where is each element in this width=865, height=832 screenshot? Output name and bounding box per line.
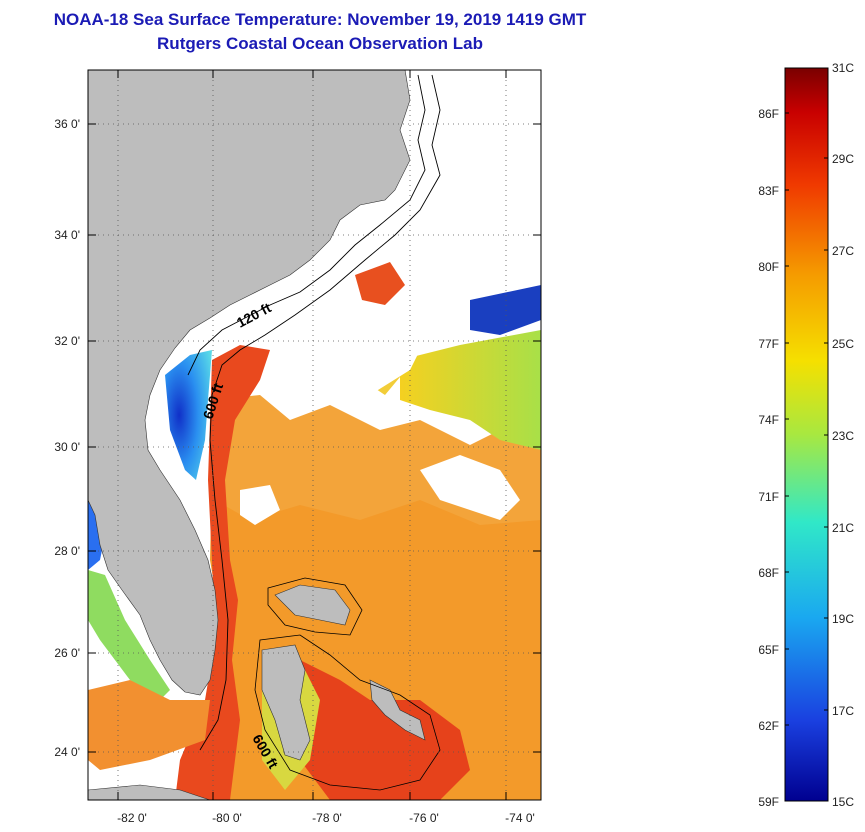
colorbar-fahrenheit-label: 59F [758, 795, 779, 809]
colorbar-celsius-label: 19C [832, 612, 854, 626]
colorbar-fahrenheit-label: 65F [758, 643, 779, 657]
colorbar-celsius-label: 23C [832, 429, 854, 443]
lon-label: -78 0' [312, 811, 342, 825]
colorbar-fahrenheit-label: 71F [758, 490, 779, 504]
colorbar-fahrenheit-label: 68F [758, 566, 779, 580]
lat-label: 30 0' [54, 440, 80, 454]
cloud-patch-1 [270, 290, 430, 400]
lat-label: 32 0' [54, 334, 80, 348]
colorbar-fahrenheit-label: 80F [758, 260, 779, 274]
cloud-patch-2 [420, 455, 520, 520]
colorbar-ticks [785, 112, 828, 726]
cloud-patch-3 [240, 485, 280, 525]
lon-label: -80 0' [212, 811, 242, 825]
colorbar-celsius-label: 27C [832, 244, 854, 258]
lat-label: 24 0' [54, 745, 80, 759]
graticule [88, 70, 541, 800]
land-andros [261, 644, 311, 761]
contour-600ft [199, 74, 441, 751]
hot-water-north-patch [355, 262, 405, 305]
colorbar-celsius-label: 25C [832, 337, 854, 351]
land-eleuthera [369, 679, 426, 741]
colorbar-fahrenheit-label: 74F [758, 413, 779, 427]
land-abaco [274, 584, 351, 626]
land-us-coast [88, 70, 411, 696]
lat-label: 34 0' [54, 228, 80, 242]
lon-label: -76 0' [409, 811, 439, 825]
colorbar-celsius-label: 17C [832, 704, 854, 718]
colorbar-fahrenheit-label: 83F [758, 184, 779, 198]
lon-label: -82 0' [117, 811, 147, 825]
lat-label: 28 0' [54, 544, 80, 558]
cool-water-carolina-coast [165, 350, 212, 480]
colorbar-celsius-label: 15C [832, 795, 854, 809]
colorbar-celsius-label: 29C [832, 152, 854, 166]
contour-bahamas [254, 634, 441, 791]
colorbar-celsius-label: 31C [832, 61, 854, 75]
map-subtitle: Rutgers Coastal Ocean Observation Lab [157, 34, 483, 53]
temperature-colorbar [784, 67, 829, 802]
mild-water-gulf-coast [88, 570, 170, 700]
lat-label: 36 0' [54, 117, 80, 131]
contour-120ft [187, 74, 426, 376]
cold-pixels-northeast [470, 285, 541, 335]
frame-ticks [88, 70, 541, 800]
lon-label: -74 0' [505, 811, 535, 825]
map-title: NOAA-18 Sea Surface Temperature: Novembe… [53, 10, 587, 29]
colorbar-fahrenheit-label: 62F [758, 719, 779, 733]
warm-water-keys [88, 680, 210, 770]
lat-label: 26 0' [54, 646, 80, 660]
colorbar-fahrenheit-label: 86F [758, 107, 779, 121]
hot-water-gulfstream [175, 345, 270, 800]
contour-abaco [267, 577, 363, 636]
colorbar-fahrenheit-label: 77F [758, 337, 779, 351]
colorbar-celsius-label: 21C [832, 521, 854, 535]
map-frame [87, 69, 542, 801]
hot-water-bahamas [300, 660, 470, 800]
